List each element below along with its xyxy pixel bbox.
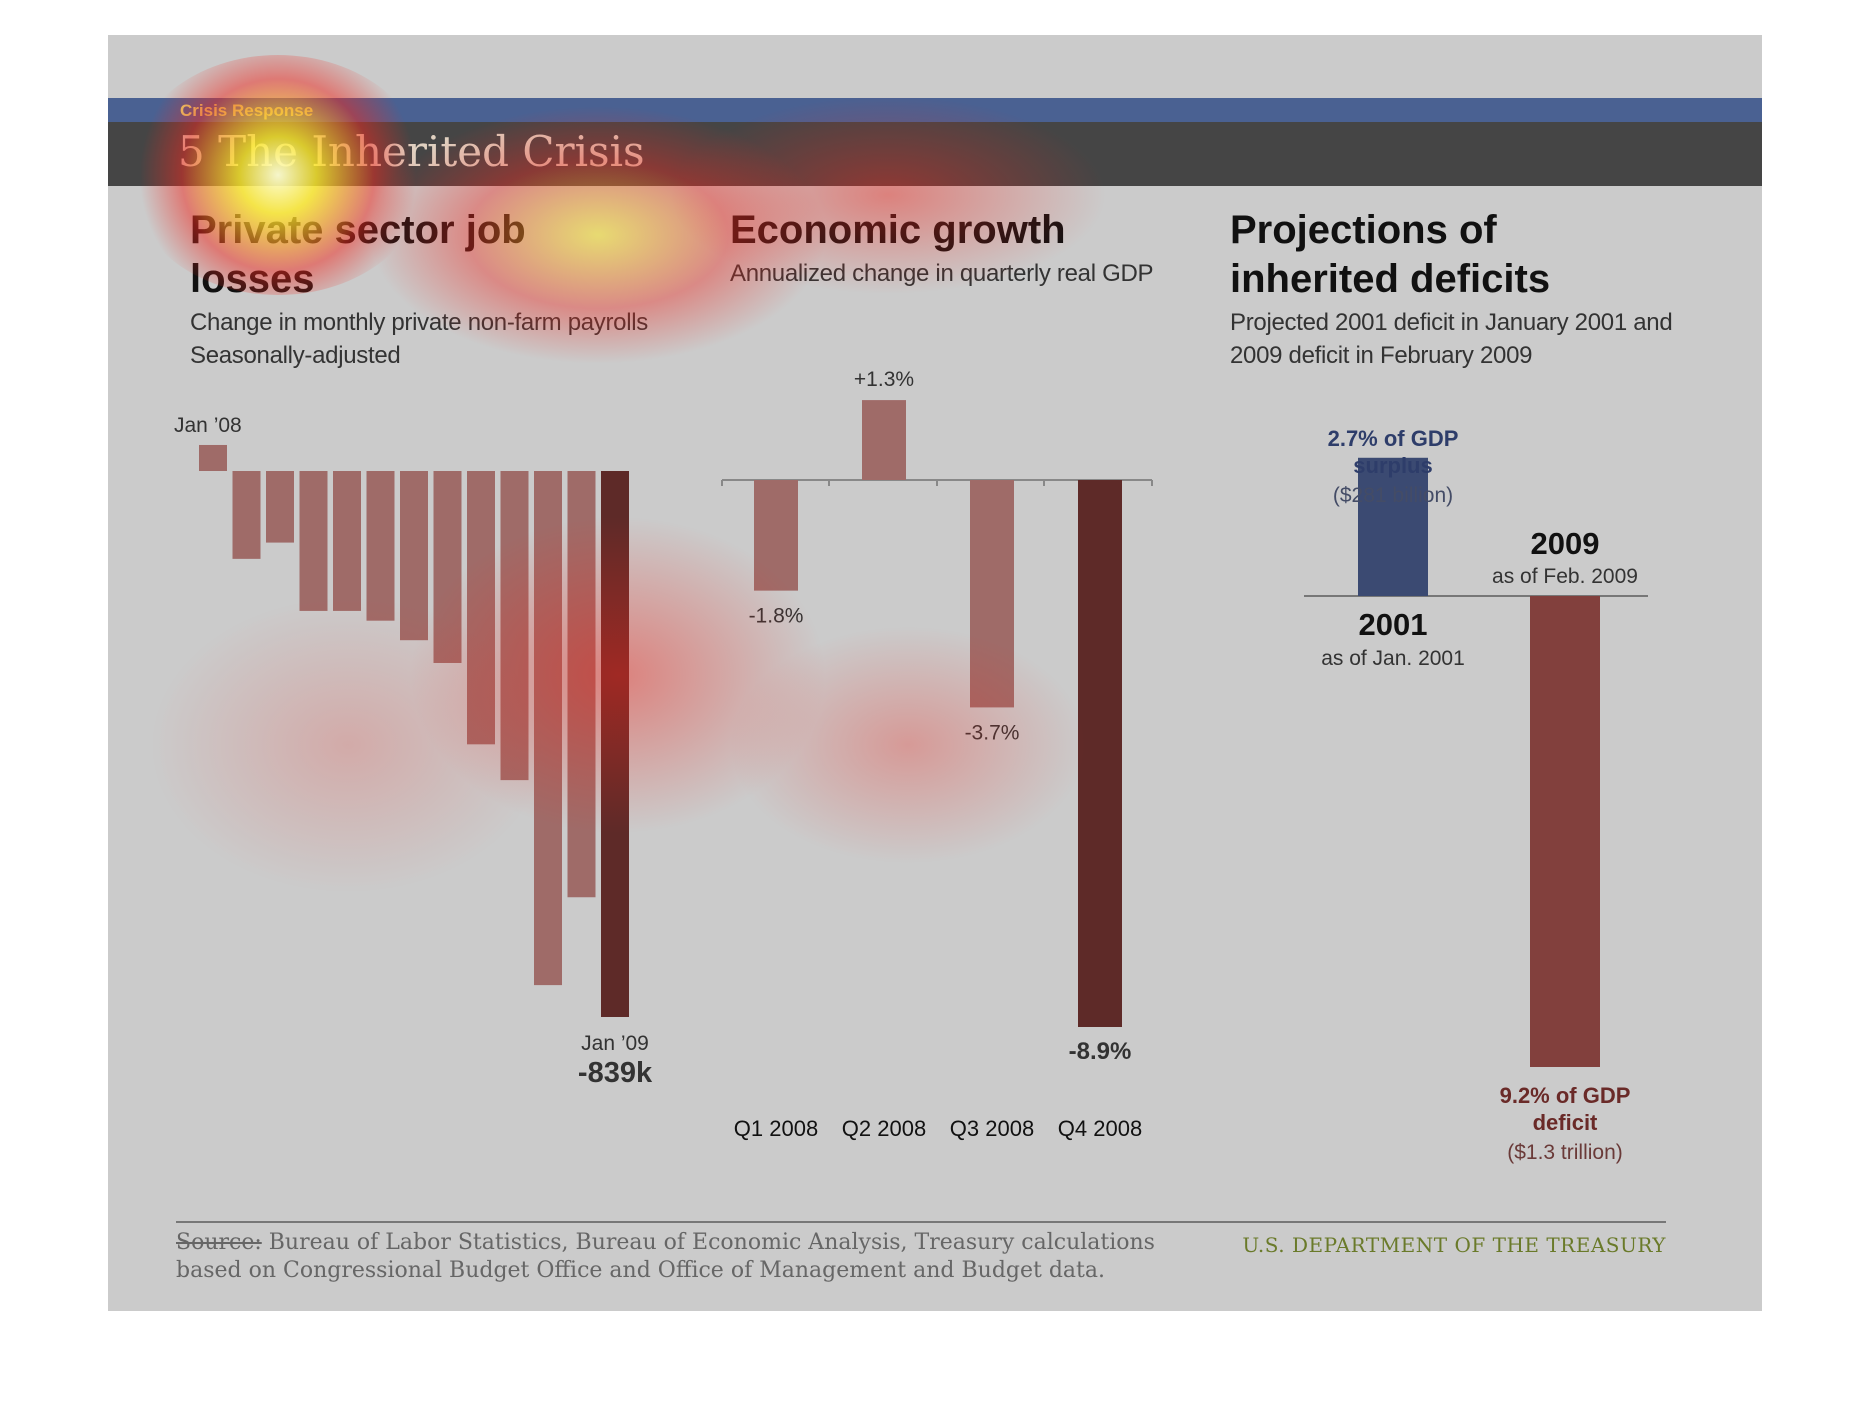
growth-value-label: -8.9% — [1069, 1038, 1132, 1065]
jobs-bar — [199, 444, 227, 471]
jobs-start-label: Jan ’08 — [174, 414, 242, 437]
deficit-chart-subtitle-2: 2009 deficit in February 2009 — [1230, 342, 1533, 369]
deficit-chart-title-1: Projections of — [1230, 208, 1497, 252]
jobs-chart-subtitle-2: Seasonally-adjusted — [190, 342, 401, 369]
slide: Crisis Response 5 The Inherited Crisis P… — [108, 35, 1762, 1311]
year-2009-label: 2009 — [1531, 526, 1600, 561]
jobs-bar — [366, 471, 395, 621]
growth-category-label: Q1 2008 — [734, 1116, 818, 1141]
year-2001-note: as of Jan. 2001 — [1321, 647, 1465, 670]
jobs-bar — [500, 471, 529, 781]
jobs-bar — [299, 471, 328, 611]
growth-value-label: -3.7% — [965, 721, 1020, 744]
year-2001-label: 2001 — [1359, 607, 1428, 642]
jobs-bar — [467, 471, 495, 745]
source-text: Bureau of Labor Statistics, Bureau of Ec… — [176, 1230, 1155, 1283]
deficit-label-line3: ($1.3 trillion) — [1507, 1141, 1623, 1164]
deficit-label-line1: 9.2% of GDP — [1500, 1083, 1631, 1108]
year-2009-note: as of Feb. 2009 — [1492, 565, 1638, 588]
surplus-label-line1: 2.7% of GDP — [1328, 426, 1459, 451]
growth-category-label: Q4 2008 — [1058, 1116, 1142, 1141]
jobs-bar — [232, 471, 261, 559]
jobs-end-value: -839k — [578, 1057, 653, 1089]
source-label: Source: — [176, 1230, 262, 1255]
growth-category-label: Q3 2008 — [950, 1116, 1034, 1141]
jobs-bar — [567, 471, 596, 898]
deficit-chart-subtitle-1: Projected 2001 deficit in January 2001 a… — [1230, 309, 1673, 336]
jobs-bar — [333, 471, 361, 611]
jobs-bar — [534, 471, 562, 986]
jobs-bar — [433, 471, 462, 663]
growth-bar — [754, 480, 798, 591]
agency-name: U.S. DEPARTMENT OF THE TREASURY — [1242, 1233, 1666, 1257]
jobs-bar — [601, 471, 629, 1017]
surplus-label-line2: surplus — [1353, 453, 1432, 478]
growth-value-label: +1.3% — [854, 368, 914, 391]
deficit-chart-title-2: inherited deficits — [1230, 257, 1551, 301]
surplus-label-line3: ($281 billion) — [1333, 484, 1453, 507]
jobs-bar — [266, 471, 294, 543]
jobs-end-label: Jan ’09 — [581, 1032, 649, 1055]
growth-bar — [970, 480, 1014, 708]
footer-rule — [176, 1221, 1666, 1223]
growth-category-label: Q2 2008 — [842, 1116, 926, 1141]
deficit-bar — [1530, 596, 1600, 1067]
charts-canvas: Jan ’08 Jan ’09-839k -1.8% Q1 2008 +1.3% Q2 2… — [174, 368, 1648, 1164]
jobs-bar — [400, 471, 428, 641]
surplus-bar — [1358, 457, 1428, 596]
growth-bar — [1078, 480, 1122, 1027]
growth-value-label: -1.8% — [749, 605, 804, 628]
deficit-label-line2: deficit — [1533, 1110, 1598, 1135]
source-note: Source: Bureau of Labor Statistics, Bure… — [176, 1229, 1226, 1285]
growth-bar — [862, 400, 906, 480]
